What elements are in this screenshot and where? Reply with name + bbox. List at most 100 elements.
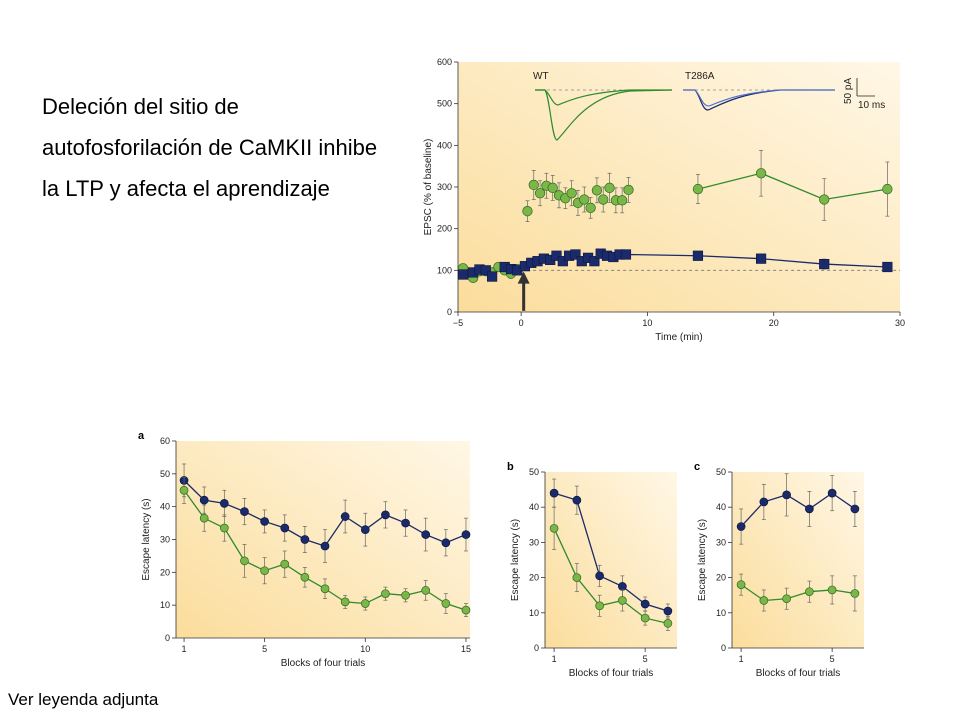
data-point-wt [595, 601, 604, 611]
inset-trace-t286a-pre [683, 89, 835, 107]
data-point-t286a [401, 518, 410, 528]
data-point-wt [618, 596, 627, 605]
inset-label-t286a: T286A [685, 71, 715, 82]
data-point-t286a [595, 571, 604, 581]
data-point-t286a [457, 269, 469, 280]
y-tick-label: 300 [437, 182, 452, 192]
data-point-wt [598, 194, 609, 205]
data-point-wt [522, 206, 533, 217]
data-point-t286a [381, 510, 390, 520]
data-point-t286a [199, 495, 209, 505]
plot-background [732, 472, 864, 648]
data-point-t286a [663, 606, 673, 616]
data-point-t286a [300, 535, 310, 544]
y-tick-label: 500 [437, 99, 452, 109]
data-point-t286a [589, 256, 600, 267]
data-point-wt [640, 613, 650, 623]
data-point-wt [534, 188, 546, 199]
y-tick-label: 50 [716, 467, 726, 477]
data-point-wt [850, 589, 860, 598]
plot-background [545, 472, 677, 648]
data-point-t286a [480, 265, 491, 276]
y-tick-label: 10 [716, 608, 726, 618]
x-tick-label: 30 [895, 318, 905, 328]
y-tick-label: 50 [160, 469, 170, 479]
y-tick-label: 10 [160, 600, 170, 610]
data-point-t286a [805, 504, 814, 514]
footnote: Ver leyenda adjunta [8, 690, 159, 709]
data-point-t286a [572, 495, 582, 505]
x-tick-label: 10 [360, 644, 370, 654]
y-tick-label: 200 [437, 224, 452, 234]
x-axis-label: Blocks of four trials [281, 658, 365, 669]
data-point-t286a [320, 541, 330, 551]
data-point-wt [566, 188, 577, 199]
y-tick-label: 60 [160, 436, 170, 446]
x-tick-label: 0 [519, 318, 524, 328]
data-point-t286a [882, 261, 893, 273]
y-axis-label: Escape latency (s) [141, 498, 152, 580]
data-point-t286a [486, 271, 498, 282]
data-point-t286a [260, 517, 269, 526]
data-point-t286a [441, 538, 451, 548]
data-point-t286a [219, 499, 229, 508]
data-point-wt [572, 573, 582, 582]
data-point-wt [623, 184, 634, 196]
data-point-t286a [819, 258, 830, 270]
data-point-wt [692, 183, 704, 195]
data-point-wt [755, 168, 767, 179]
y-tick-label: 0 [165, 633, 170, 643]
data-point-t286a [360, 525, 370, 535]
x-tick-label: −5 [453, 318, 463, 328]
data-point-wt [381, 589, 390, 599]
panel-letter: a [138, 430, 145, 442]
y-tick-label: 30 [160, 535, 170, 545]
y-tick-label: 0 [534, 643, 539, 653]
plot-background [176, 441, 470, 638]
data-point-wt [782, 594, 791, 604]
data-point-t286a [755, 253, 767, 264]
x-tick-label: 1 [552, 654, 557, 664]
data-point-wt [759, 596, 769, 605]
inset-label-wt: WT [533, 71, 549, 82]
data-point-wt [240, 556, 249, 566]
scale-bar-y-label: 50 pA [843, 78, 854, 104]
y-tick-label: 400 [437, 140, 452, 150]
data-point-wt [547, 182, 558, 193]
data-point-t286a [850, 504, 860, 514]
x-tick-label: 20 [769, 318, 779, 328]
learning-chart-b: 0 10 20 30 40 50 1 5 Blocks of four trials Escape… [507, 461, 677, 679]
x-tick-label: 10 [642, 318, 652, 328]
data-point-wt [280, 559, 290, 569]
y-tick-label: 40 [716, 502, 726, 512]
data-point-t286a [557, 256, 568, 267]
inset-trace-wt-post [535, 89, 673, 141]
x-axis-label: Blocks of four trials [569, 668, 653, 679]
data-point-wt [604, 182, 615, 193]
data-point-wt [736, 580, 746, 589]
y-tick-label: 100 [437, 265, 452, 275]
data-point-t286a [549, 488, 559, 498]
x-tick-label: 5 [262, 644, 267, 654]
y-tick-label: 40 [529, 502, 539, 512]
data-point-wt [260, 566, 269, 576]
data-point-t286a [461, 530, 471, 539]
data-point-t286a [736, 522, 746, 531]
data-point-wt [882, 183, 893, 195]
data-point-t286a [759, 497, 769, 507]
x-tick-label: 5 [830, 654, 835, 664]
y-tick-label: 30 [529, 537, 539, 547]
data-point-wt [320, 584, 330, 594]
data-point-wt [300, 572, 310, 582]
learning-chart-c: 0 10 20 30 40 50 1 5 Blocks of four trials Escape… [694, 461, 864, 679]
data-point-wt [401, 590, 410, 600]
data-point-wt [591, 185, 603, 196]
data-point-wt [528, 179, 539, 191]
y-axis-label: EPSC (% of baseline) [423, 139, 434, 236]
data-point-wt [461, 605, 471, 615]
data-point-t286a [280, 523, 290, 533]
y-tick-label: 20 [160, 567, 170, 577]
data-point-wt [199, 513, 209, 523]
